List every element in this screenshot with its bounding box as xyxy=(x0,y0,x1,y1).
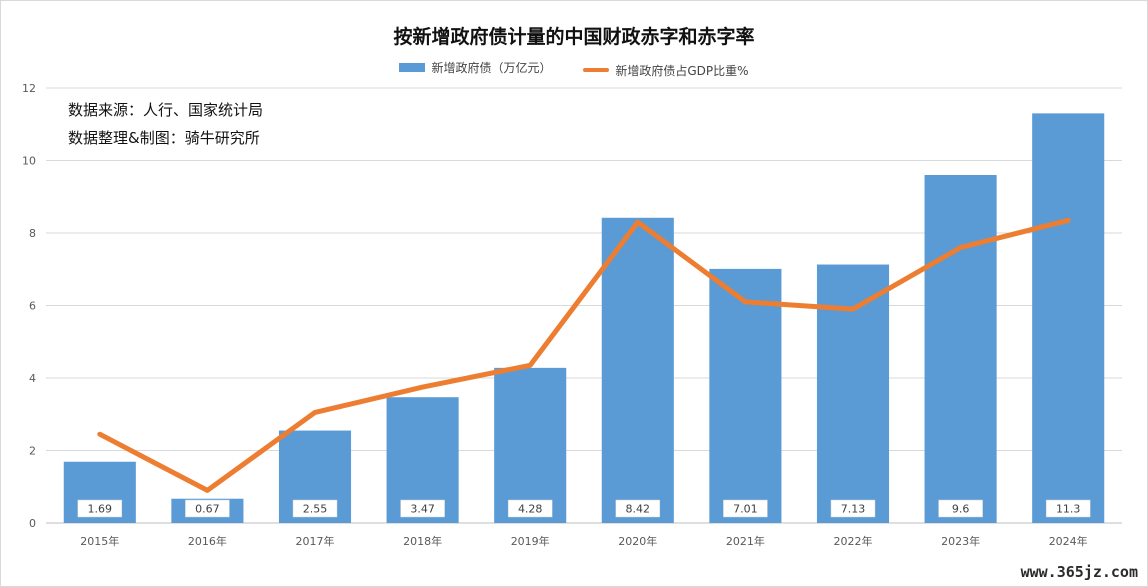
legend-item-line: 新增政府债占GDP比重% xyxy=(583,62,749,79)
data-label-box xyxy=(400,499,445,518)
bar xyxy=(1032,113,1105,523)
data-label-box xyxy=(1045,499,1091,518)
x-tick-label: 2022年 xyxy=(834,534,873,548)
legend-item-bar: 新增政府债（万亿元） xyxy=(399,59,552,76)
bar xyxy=(924,175,997,523)
source-line: 数据来源：人行、国家统计局 xyxy=(68,101,264,119)
x-tick-label: 2020年 xyxy=(618,534,657,548)
x-tick-label: 2018年 xyxy=(403,534,442,548)
source-annotation: 数据来源：人行、国家统计局 数据整理&制图：骑牛研究所 xyxy=(68,96,263,152)
chart-title: 按新增政府债计量的中国财政赤字和赤字率 xyxy=(393,26,755,48)
x-tick-label: 2019年 xyxy=(511,534,550,548)
data-label-box xyxy=(615,499,661,518)
x-tick-label: 2017年 xyxy=(296,534,335,548)
legend-bar-label: 新增政府债（万亿元） xyxy=(431,61,552,75)
series-line xyxy=(97,217,1071,493)
data-label: 4.28 xyxy=(518,503,543,516)
y-tick-label: 8 xyxy=(29,227,36,240)
data-label-box xyxy=(723,499,768,518)
y-tick-label: 4 xyxy=(29,372,36,385)
x-tick-label: 2016年 xyxy=(188,534,227,548)
data-label-box xyxy=(938,499,983,518)
data-label: 7.13 xyxy=(841,503,866,516)
bar xyxy=(601,217,674,523)
bar xyxy=(709,268,782,523)
y-tick-label: 2 xyxy=(29,445,36,458)
data-label-box xyxy=(77,499,123,518)
data-label: 1.69 xyxy=(88,503,113,516)
watermark: www.365jz.com xyxy=(1020,563,1138,581)
y-tick-label: 6 xyxy=(29,300,36,313)
data-label-box xyxy=(292,499,338,518)
x-tick-label: 2015年 xyxy=(80,534,119,548)
data-label: 11.3 xyxy=(1056,503,1081,516)
bar xyxy=(494,367,567,523)
data-label-box xyxy=(830,499,876,518)
legend-line-label: 新增政府债占GDP比重% xyxy=(615,63,749,78)
data-label: 3.47 xyxy=(410,503,435,516)
y-tick-label: 10 xyxy=(22,155,36,168)
data-label: 0.67 xyxy=(195,503,220,516)
credit-line: 数据整理&制图：骑牛研究所 xyxy=(68,129,260,147)
legend-line-swatch xyxy=(583,68,610,72)
data-label: 8.42 xyxy=(626,503,651,516)
x-tick-label: 2021年 xyxy=(726,534,765,548)
bar xyxy=(816,264,890,523)
data-label: 2.55 xyxy=(303,503,328,516)
data-label: 9.6 xyxy=(952,503,970,516)
x-tick-label: 2024年 xyxy=(1049,534,1088,548)
legend: 新增政府债（万亿元） 新增政府债占GDP比重% xyxy=(0,59,1148,79)
data-label: 7.01 xyxy=(733,503,758,516)
y-tick-label: 12 xyxy=(22,82,36,95)
data-label-box xyxy=(185,499,230,518)
x-tick-label: 2023年 xyxy=(941,534,980,548)
y-tick-label: 0 xyxy=(29,517,36,530)
legend-bar-swatch xyxy=(399,63,426,72)
data-label-box xyxy=(507,499,553,518)
